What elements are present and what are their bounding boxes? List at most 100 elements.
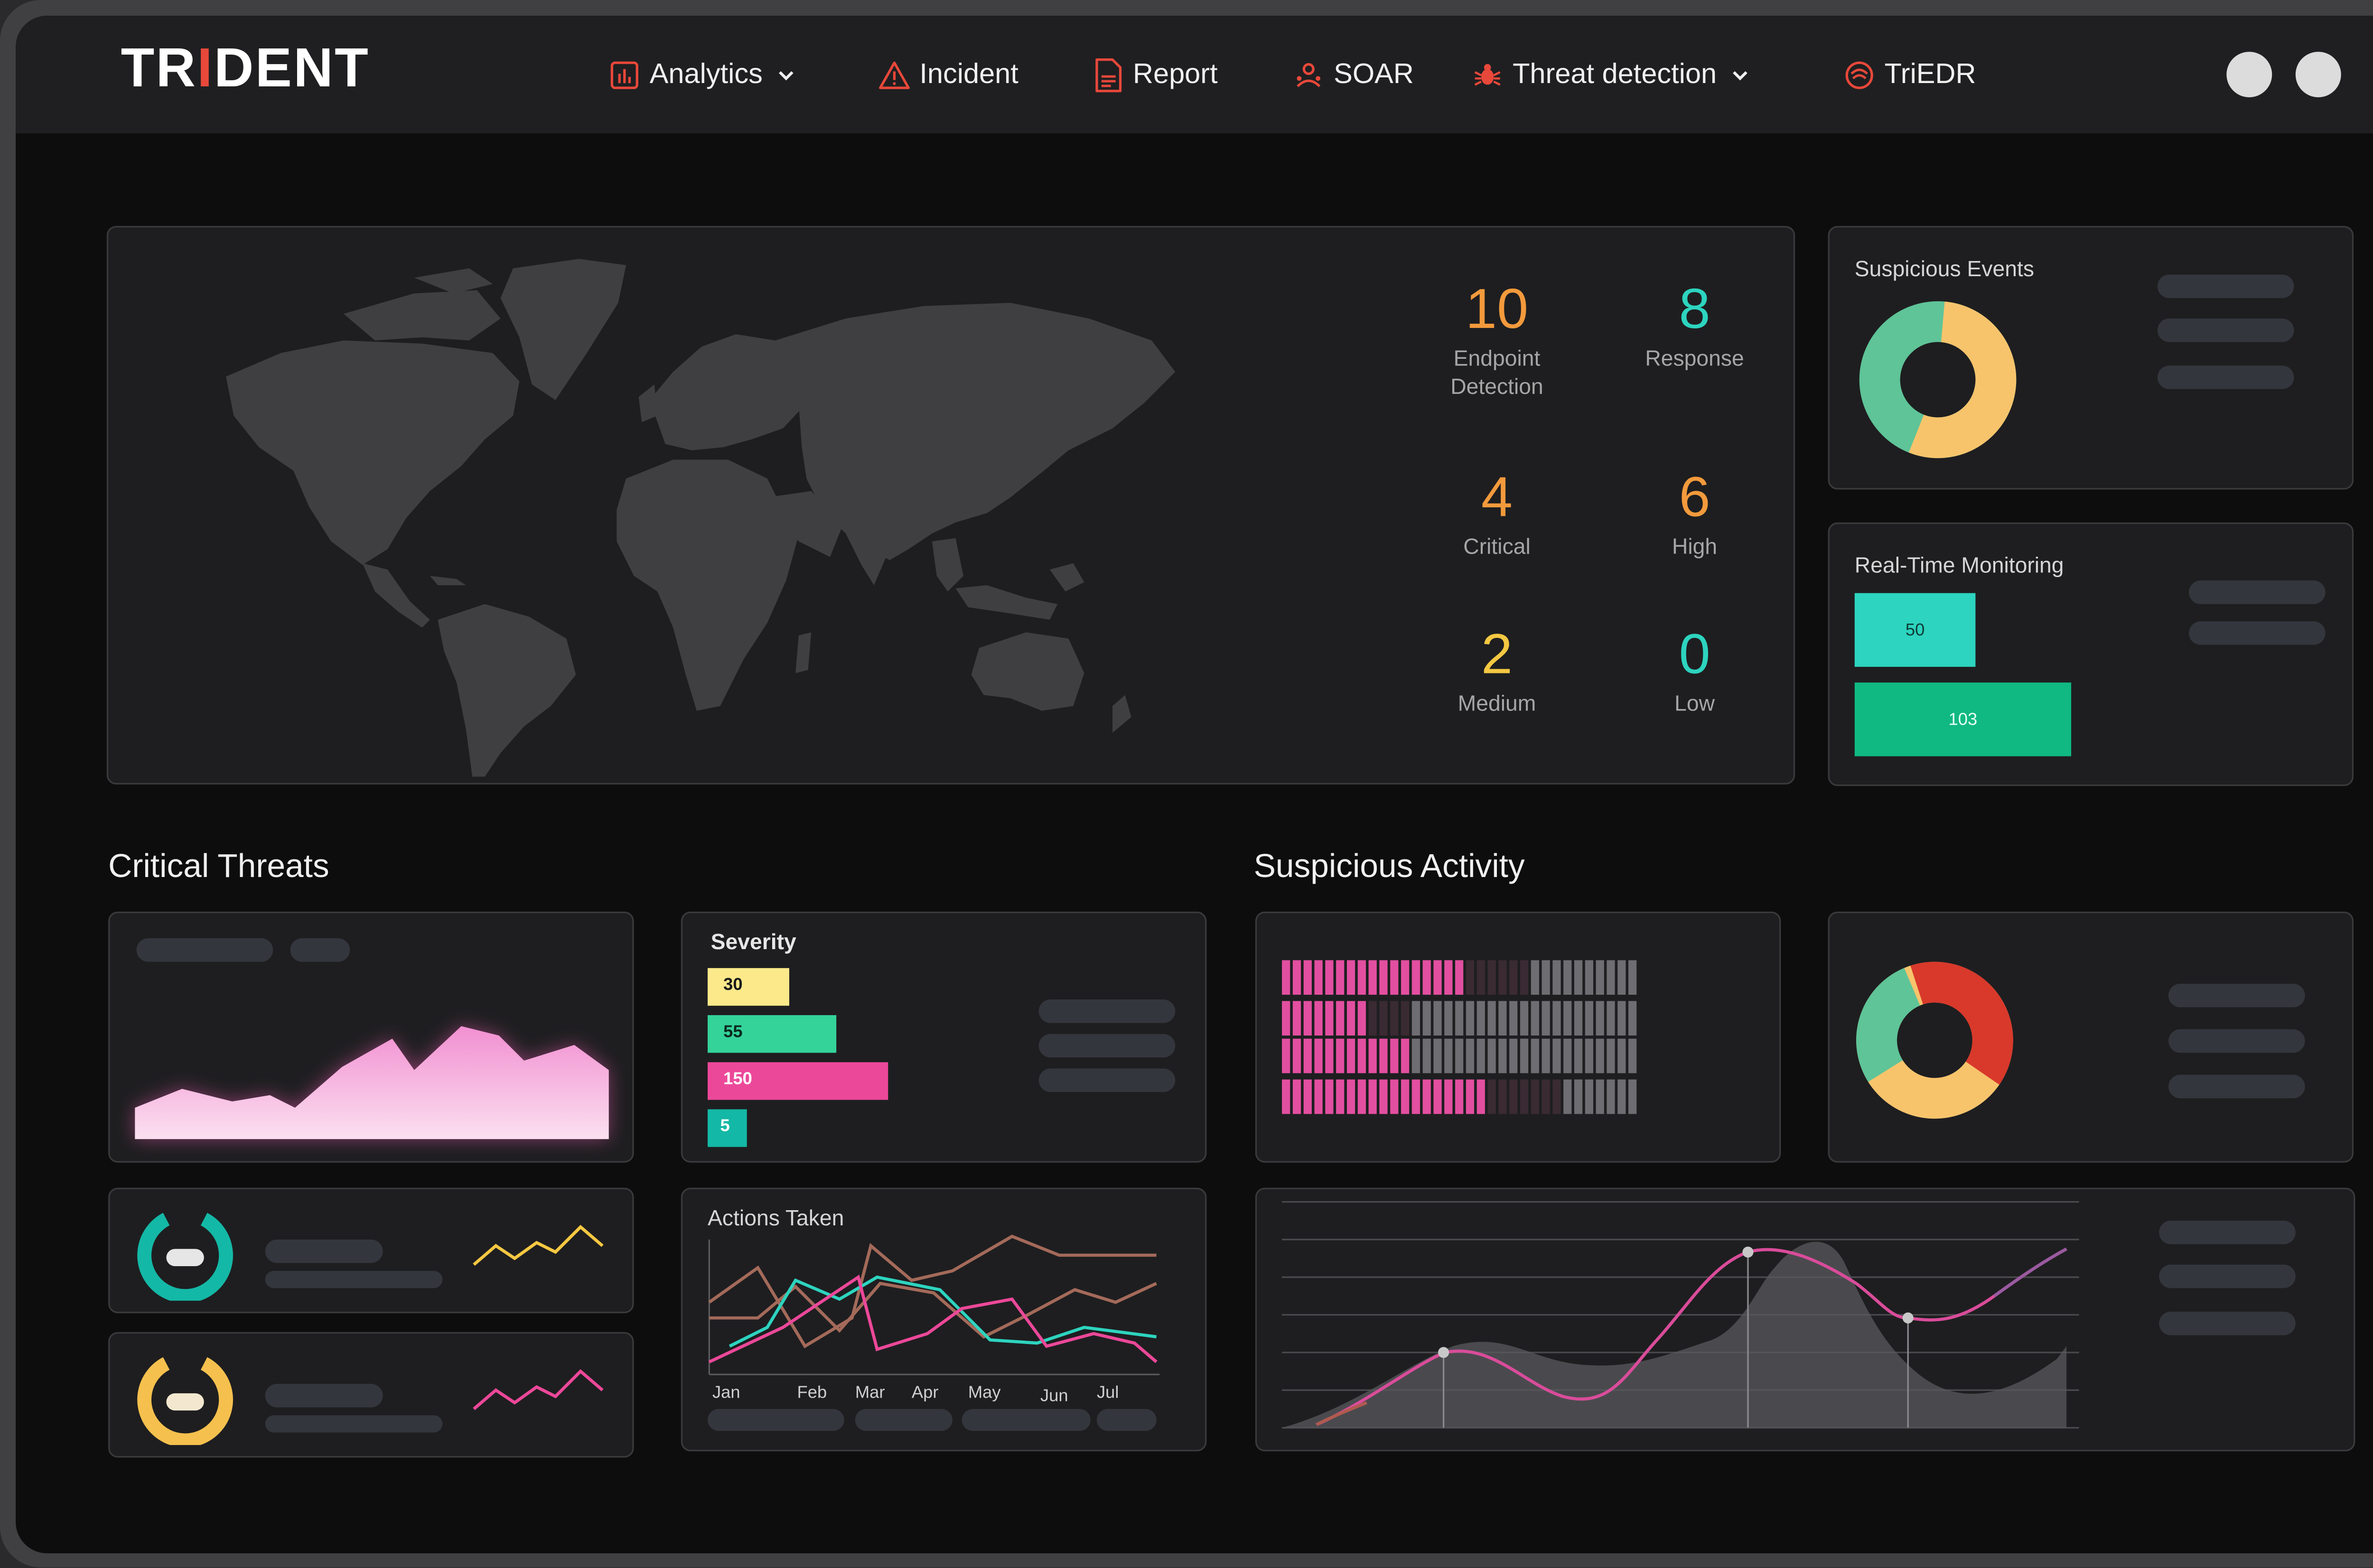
threat-ring-card-yellow[interactable]	[108, 1332, 634, 1458]
suspicious-activity-heading: Suspicious Activity	[1253, 849, 1525, 885]
activity-segment	[1282, 1001, 1290, 1036]
activity-segment	[1390, 1038, 1399, 1073]
stat-label: Critical	[1463, 533, 1531, 559]
stat-high[interactable]: 6 High	[1593, 465, 1797, 560]
activity-segment	[1574, 1079, 1583, 1114]
actions-taken-line-chart[interactable]	[682, 1189, 1208, 1453]
bar-value: 55	[723, 1023, 743, 1042]
realtime-bar[interactable]: 50	[1854, 593, 1976, 667]
logo-text-prefix: TR	[121, 37, 197, 99]
stat-medium[interactable]: 2 Medium	[1395, 621, 1599, 717]
activity-segment	[1498, 1001, 1507, 1036]
activity-segment	[1596, 960, 1604, 995]
chevron-down-icon	[1733, 70, 1748, 80]
activity-segment	[1401, 960, 1410, 995]
nav-triedr[interactable]: TriEDR	[1844, 16, 1976, 133]
activity-segment	[1466, 1001, 1475, 1036]
world-map[interactable]	[108, 227, 1206, 786]
activity-segment	[1292, 1079, 1301, 1114]
severity-bar[interactable]: 5	[708, 1109, 747, 1147]
suspicious-events-donut[interactable]	[1858, 299, 2018, 459]
user-menu-button[interactable]	[2226, 52, 2272, 97]
nav-soar[interactable]: SOAR	[1293, 16, 1414, 133]
activity-segment	[1476, 1079, 1485, 1114]
bug-icon	[1474, 63, 1501, 85]
teal-sparkline	[473, 1224, 604, 1266]
legend-placeholder	[1038, 999, 1176, 1023]
activity-segment	[1509, 960, 1518, 995]
activity-segment	[1422, 1038, 1431, 1073]
activity-segment	[1336, 1079, 1345, 1114]
activity-segment	[1282, 960, 1290, 995]
activity-segment	[1607, 1001, 1615, 1036]
report-icon	[1095, 57, 1122, 92]
realtime-bar[interactable]: 103	[1854, 682, 2072, 756]
suspicious-activity-trend-chart[interactable]	[1257, 1189, 2357, 1453]
nav-report[interactable]: Report	[1092, 16, 1218, 133]
nav-label-analytics: Analytics	[649, 58, 763, 90]
legend-placeholder	[2157, 274, 2294, 299]
activity-segment	[1411, 1001, 1420, 1036]
activity-segment	[1520, 960, 1529, 995]
activity-segment	[1498, 960, 1507, 995]
severity-title: Severity	[710, 929, 796, 954]
stat-endpoint-detection[interactable]: 10 Endpoint Detection	[1395, 276, 1599, 400]
chevron-down-icon	[779, 70, 794, 80]
activity-segment	[1585, 1038, 1594, 1073]
activity-segment	[1585, 1079, 1594, 1114]
activity-segment	[1552, 1001, 1561, 1036]
legend-placeholder	[2157, 318, 2294, 342]
activity-segment-panel	[1255, 911, 1783, 1164]
activity-segment	[1433, 1038, 1442, 1073]
activity-segment	[1487, 960, 1496, 995]
stat-low[interactable]: 0 Low	[1593, 622, 1797, 717]
trident-logo[interactable]: TRIDENT	[121, 37, 370, 100]
axis-month-label: Jun	[1040, 1387, 1068, 1406]
stat-value: 10	[1465, 276, 1529, 341]
activity-segment	[1466, 1038, 1475, 1073]
severity-bar[interactable]: 150	[708, 1062, 888, 1100]
activity-segment	[1303, 1079, 1312, 1114]
severity-bar[interactable]: 30	[708, 968, 789, 1006]
stat-value: 2	[1481, 621, 1513, 686]
nav-analytics[interactable]: Analytics	[609, 16, 800, 133]
activity-segment	[1531, 1001, 1539, 1036]
stat-label: Low	[1674, 690, 1715, 716]
legend-placeholder	[962, 1409, 1091, 1431]
activity-segment	[1357, 1079, 1366, 1114]
stat-response[interactable]: 8 Response	[1593, 277, 1797, 372]
critical-threats-area-chart[interactable]	[110, 913, 635, 1164]
activity-segment	[1563, 1001, 1572, 1036]
activity-segment	[1401, 1001, 1410, 1036]
activity-segment	[1476, 960, 1485, 995]
suspicious-events-panel: Suspicious Events	[1828, 226, 2354, 490]
activity-segment	[1487, 1038, 1496, 1073]
axis-month-label: Apr	[911, 1383, 939, 1403]
threat-ring-card-teal[interactable]	[108, 1187, 634, 1314]
settings-button[interactable]	[2295, 52, 2341, 97]
activity-segment	[1325, 1038, 1334, 1073]
realtime-monitoring-title: Real-Time Monitoring	[1854, 552, 2064, 578]
activity-segment	[1574, 1001, 1583, 1036]
activity-segment	[1292, 1038, 1301, 1073]
severity-bar[interactable]: 55	[708, 1015, 837, 1053]
activity-segment	[1498, 1038, 1507, 1073]
activity-segment	[1585, 960, 1594, 995]
activity-segment	[1574, 1038, 1583, 1073]
activity-segment	[1444, 1038, 1453, 1073]
activity-segment	[1368, 1038, 1377, 1073]
activity-segment-bars[interactable]	[1257, 913, 1783, 1164]
activity-segment	[1476, 1001, 1485, 1036]
suspicious-activity-donut[interactable]	[1855, 960, 2015, 1120]
activity-segment	[1444, 1079, 1453, 1114]
legend-placeholder	[708, 1409, 844, 1431]
stat-label: Response	[1645, 345, 1744, 371]
activity-segment	[1607, 1079, 1615, 1114]
nav-threat-detection[interactable]: Threat detection	[1472, 16, 1754, 133]
activity-segment	[1574, 960, 1583, 995]
label-placeholder	[136, 938, 273, 962]
stat-critical[interactable]: 4 Critical	[1395, 465, 1599, 560]
nav-incident[interactable]: Incident	[878, 16, 1018, 133]
axis-month-label: May	[968, 1383, 1001, 1403]
axis-month-label: Jul	[1096, 1383, 1119, 1403]
